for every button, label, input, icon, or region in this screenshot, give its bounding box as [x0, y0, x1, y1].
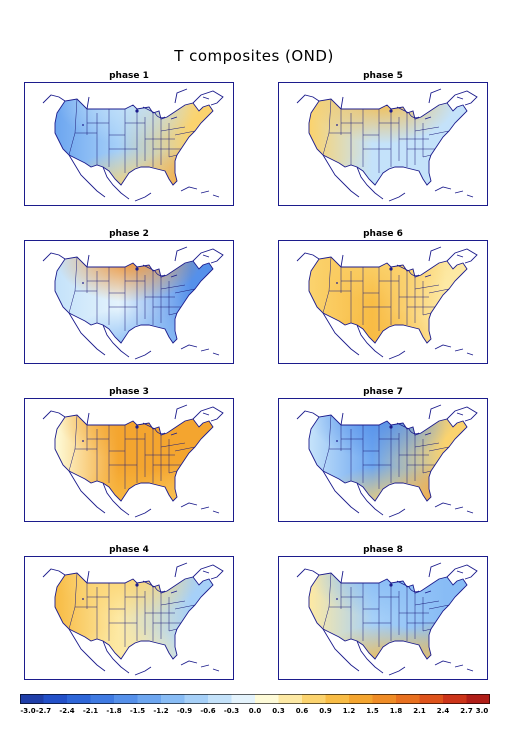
colorbar-segment	[419, 694, 444, 704]
colorbar-tick-label: 1.2	[342, 707, 356, 715]
colorbar-tick-label: 0.9	[319, 707, 332, 715]
map-panel-phase-3: phase 3	[24, 386, 234, 522]
colorbar-segment	[466, 694, 490, 704]
colorbar-segment	[278, 694, 303, 704]
colorbar	[20, 694, 490, 704]
colorbar-segment	[372, 694, 397, 704]
colorbar-segment	[90, 694, 115, 704]
colorbar-segment	[67, 694, 91, 704]
map-panel-phase-7: phase 7	[278, 386, 488, 522]
map-phase-2	[24, 240, 234, 364]
colorbar-segment	[208, 694, 232, 704]
colorbar-segment	[302, 694, 326, 704]
colorbar-tick-label: 2.1	[413, 707, 426, 715]
colorbar-segment	[137, 694, 162, 704]
colorbar-tick-label: -0.6	[200, 707, 216, 715]
figure-title: T composites (OND)	[174, 47, 334, 65]
colorbar-tick-label: 0.6	[295, 707, 309, 715]
panel-title: phase 4	[109, 545, 149, 555]
colorbar-segment	[114, 694, 138, 704]
colorbar-tick-label: 0.0	[248, 707, 262, 715]
colorbar-segment	[43, 694, 68, 704]
colorbar-tick-label: 2.7	[460, 707, 473, 715]
colorbar-tick-label: -1.8	[106, 707, 122, 715]
colorbar-tick-label: 2.4	[436, 707, 450, 715]
panel-title: phase 8	[363, 545, 403, 555]
panel-title: phase 5	[363, 71, 403, 81]
colorbar-tick-label: -2.4	[59, 707, 75, 715]
colorbar-segment	[231, 694, 256, 704]
map-phase-7	[278, 398, 488, 522]
panel-title: phase 6	[363, 229, 403, 239]
map-phase-3	[24, 398, 234, 522]
panel-title: phase 1	[109, 71, 149, 81]
colorbar-tick-label: -0.9	[176, 707, 193, 715]
map-panel-phase-5: phase 5	[278, 70, 488, 206]
map-panel-phase-8: phase 8	[278, 544, 488, 680]
map-phase-1	[24, 82, 234, 206]
colorbar-segment	[443, 694, 467, 704]
colorbar-segment	[255, 694, 279, 704]
colorbar-segment	[161, 694, 185, 704]
map-panel-phase-6: phase 6	[278, 228, 488, 364]
map-panel-phase-4: phase 4	[24, 544, 234, 680]
colorbar-tick-label: -3.0	[20, 707, 36, 715]
colorbar-tick-label: 1.8	[389, 707, 403, 715]
colorbar-tick-label: -0.3	[223, 707, 240, 715]
panel-title: phase 3	[109, 387, 149, 397]
colorbar-tick-label: 1.5	[366, 707, 379, 715]
panel-title: phase 7	[363, 387, 403, 397]
map-phase-5	[278, 82, 488, 206]
colorbar-tick-label: 3.0	[475, 707, 489, 715]
map-phase-4	[24, 556, 234, 680]
map-phase-6	[278, 240, 488, 364]
colorbar-tick-label: -1.2	[153, 707, 169, 715]
colorbar-segment	[325, 694, 350, 704]
colorbar-tick-label: -2.7	[35, 707, 52, 715]
map-panel-phase-1: phase 1	[24, 70, 234, 206]
map-phase-8	[278, 556, 488, 680]
colorbar-segment	[396, 694, 420, 704]
colorbar-segment	[184, 694, 209, 704]
map-panel-phase-2: phase 2	[24, 228, 234, 364]
panel-title: phase 2	[109, 229, 149, 239]
colorbar-labels: -3.0 -2.7 -2.4 -2.1 -1.8 -1.5 -1.2 -0.9 -0.6 -0.3…	[20, 707, 490, 717]
colorbar-tick-label: 0.3	[272, 707, 285, 715]
colorbar-tick-label: -2.1	[82, 707, 99, 715]
colorbar-segment	[20, 694, 44, 704]
colorbar-tick-label: -1.5	[129, 707, 146, 715]
colorbar-segment	[349, 694, 373, 704]
